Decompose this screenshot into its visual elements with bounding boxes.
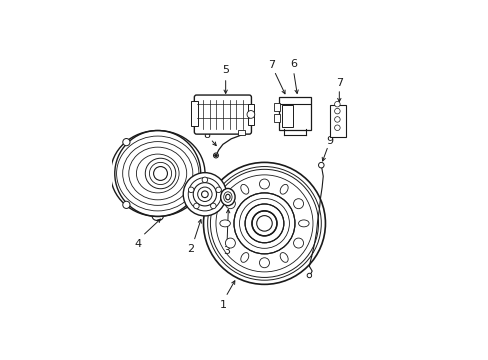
- Circle shape: [183, 173, 226, 216]
- Circle shape: [259, 258, 269, 268]
- Circle shape: [215, 187, 221, 193]
- Circle shape: [259, 179, 269, 189]
- Circle shape: [201, 191, 208, 198]
- Circle shape: [246, 111, 254, 118]
- Text: 7: 7: [267, 60, 274, 70]
- Circle shape: [251, 211, 276, 236]
- Circle shape: [210, 203, 216, 209]
- Text: 7: 7: [336, 78, 343, 89]
- Circle shape: [115, 131, 200, 216]
- Circle shape: [145, 158, 175, 189]
- Circle shape: [334, 102, 340, 107]
- Circle shape: [122, 201, 130, 208]
- Text: 9: 9: [325, 136, 332, 146]
- Circle shape: [213, 153, 218, 158]
- Text: 4: 4: [135, 239, 142, 249]
- Circle shape: [293, 199, 303, 209]
- Ellipse shape: [224, 192, 232, 202]
- Circle shape: [256, 216, 272, 231]
- Circle shape: [233, 193, 294, 254]
- FancyBboxPatch shape: [191, 102, 198, 126]
- Circle shape: [197, 187, 212, 202]
- Circle shape: [244, 204, 284, 243]
- Ellipse shape: [220, 220, 230, 227]
- Ellipse shape: [298, 220, 308, 227]
- Circle shape: [306, 273, 311, 278]
- FancyBboxPatch shape: [238, 130, 244, 135]
- Text: 1: 1: [219, 300, 226, 310]
- Circle shape: [334, 125, 340, 131]
- FancyBboxPatch shape: [329, 105, 346, 136]
- FancyBboxPatch shape: [279, 97, 310, 130]
- Circle shape: [214, 154, 217, 157]
- Circle shape: [334, 108, 340, 114]
- Ellipse shape: [280, 184, 287, 194]
- Circle shape: [149, 162, 171, 185]
- Circle shape: [225, 199, 235, 209]
- FancyBboxPatch shape: [194, 95, 251, 134]
- FancyBboxPatch shape: [274, 103, 280, 111]
- Ellipse shape: [280, 253, 287, 262]
- Text: 5: 5: [222, 64, 229, 75]
- Circle shape: [188, 177, 221, 211]
- Text: 3: 3: [223, 246, 229, 256]
- Text: 8: 8: [203, 130, 210, 140]
- FancyBboxPatch shape: [274, 114, 280, 122]
- Circle shape: [122, 139, 130, 146]
- Ellipse shape: [225, 194, 230, 200]
- Circle shape: [153, 167, 167, 180]
- Circle shape: [334, 117, 340, 122]
- Circle shape: [202, 177, 207, 183]
- Circle shape: [203, 162, 325, 284]
- Ellipse shape: [240, 253, 248, 262]
- Ellipse shape: [240, 184, 248, 194]
- Circle shape: [318, 162, 324, 168]
- Circle shape: [293, 238, 303, 248]
- Text: 2: 2: [186, 244, 194, 254]
- Circle shape: [193, 183, 216, 206]
- FancyBboxPatch shape: [247, 104, 253, 125]
- Text: 6: 6: [289, 59, 297, 69]
- Circle shape: [188, 187, 194, 193]
- Circle shape: [193, 203, 199, 209]
- FancyBboxPatch shape: [281, 105, 292, 127]
- Ellipse shape: [220, 188, 235, 206]
- Circle shape: [225, 238, 235, 248]
